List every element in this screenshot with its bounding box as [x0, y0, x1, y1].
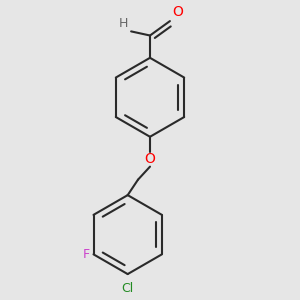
Text: Cl: Cl	[122, 282, 134, 295]
Text: O: O	[145, 152, 155, 166]
Text: O: O	[173, 5, 184, 20]
Text: H: H	[119, 17, 128, 30]
Text: F: F	[82, 248, 89, 261]
